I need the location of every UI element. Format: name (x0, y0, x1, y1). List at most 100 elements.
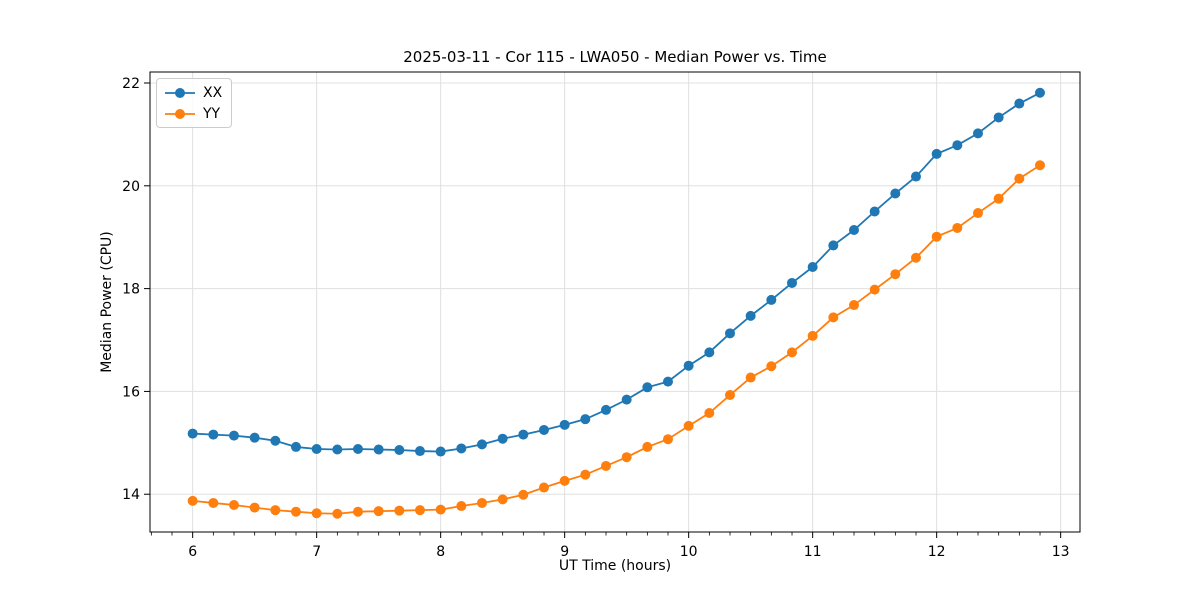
legend-line-marker-icon (165, 108, 195, 119)
data-point (600, 404, 611, 415)
data-point (228, 430, 239, 441)
legend-entry-xx: XX (164, 84, 222, 101)
data-point (931, 231, 942, 242)
data-point (456, 501, 467, 512)
data-point (952, 222, 963, 233)
legend: XX YY (156, 78, 233, 128)
svg-text:14: 14 (122, 487, 140, 503)
data-point (869, 206, 880, 217)
svg-text:9: 9 (560, 544, 569, 560)
data-point (848, 225, 859, 236)
svg-text:18: 18 (122, 282, 140, 298)
data-point (518, 489, 529, 500)
data-point (270, 505, 281, 516)
data-point (642, 382, 653, 393)
data-point (972, 208, 983, 219)
data-point (786, 277, 797, 288)
legend-line-marker-icon (165, 87, 195, 98)
x-tick-labels: 6 7 8 9 10 11 12 13 (188, 544, 1069, 560)
data-point (745, 310, 756, 321)
data-point (621, 394, 632, 405)
svg-text:6: 6 (188, 544, 197, 560)
data-point (745, 372, 756, 383)
data-point (724, 390, 735, 401)
svg-text:10: 10 (680, 544, 698, 560)
data-point (1034, 87, 1045, 98)
data-point (683, 420, 694, 431)
data-point (187, 495, 198, 506)
data-point (828, 240, 839, 251)
data-point (931, 148, 942, 159)
data-point (373, 506, 384, 517)
data-point (373, 444, 384, 455)
data-point (352, 443, 363, 454)
data-point (559, 419, 570, 430)
data-point (187, 428, 198, 439)
data-point (704, 408, 715, 419)
y-ticks (144, 82, 150, 495)
data-point (848, 300, 859, 311)
data-point (1034, 160, 1045, 171)
svg-text:20: 20 (122, 179, 140, 195)
legend-label-xx: XX (203, 84, 223, 101)
chart-title: 2025-03-11 - Cor 115 - LWA050 - Median P… (403, 48, 827, 66)
data-point (580, 469, 591, 480)
data-point (807, 262, 818, 273)
data-point (642, 441, 653, 452)
data-point (910, 252, 921, 263)
svg-text:7: 7 (312, 544, 321, 560)
data-point (828, 312, 839, 323)
data-point (910, 171, 921, 182)
data-point (352, 506, 363, 517)
data-point (766, 361, 777, 372)
data-point (249, 432, 260, 443)
data-point (332, 508, 343, 519)
svg-text:16: 16 (122, 384, 140, 400)
svg-text:11: 11 (804, 544, 822, 560)
data-point (414, 446, 425, 457)
data-point (228, 500, 239, 511)
data-point (311, 443, 322, 454)
series-XX (187, 87, 1045, 457)
data-point (208, 497, 219, 508)
svg-text:13: 13 (1052, 544, 1070, 560)
data-point (435, 504, 446, 515)
data-point (538, 424, 549, 435)
data-point (1014, 98, 1025, 109)
data-point (476, 497, 487, 508)
grid (150, 72, 1080, 532)
data-point (952, 140, 963, 151)
svg-text:12: 12 (928, 544, 946, 560)
svg-text:8: 8 (436, 544, 445, 560)
x-minor-ticks (150, 532, 1041, 536)
data-point (290, 506, 301, 517)
data-point (724, 328, 735, 339)
data-point (972, 128, 983, 139)
data-point (704, 347, 715, 358)
svg-text:22: 22 (122, 76, 140, 92)
data-point (497, 433, 508, 444)
data-point (890, 269, 901, 280)
data-point (662, 376, 673, 387)
data-point (683, 360, 694, 371)
x-ticks (192, 532, 1062, 538)
data-point (559, 475, 570, 486)
data-point (662, 434, 673, 445)
y-axis-label: Median Power (CPU) (99, 231, 115, 373)
data-point (290, 441, 301, 452)
data-point (869, 284, 880, 295)
data-point (538, 482, 549, 493)
data-point (621, 452, 632, 463)
data-point (890, 188, 901, 199)
data-point (311, 508, 322, 519)
data-point (249, 502, 260, 513)
y-tick-labels: 14 16 18 20 22 (122, 76, 140, 503)
data-point (807, 330, 818, 341)
legend-entry-yy: YY (164, 105, 222, 122)
data-point (208, 429, 219, 440)
data-point (435, 446, 446, 457)
data-point (456, 443, 467, 454)
data-point (476, 439, 487, 450)
